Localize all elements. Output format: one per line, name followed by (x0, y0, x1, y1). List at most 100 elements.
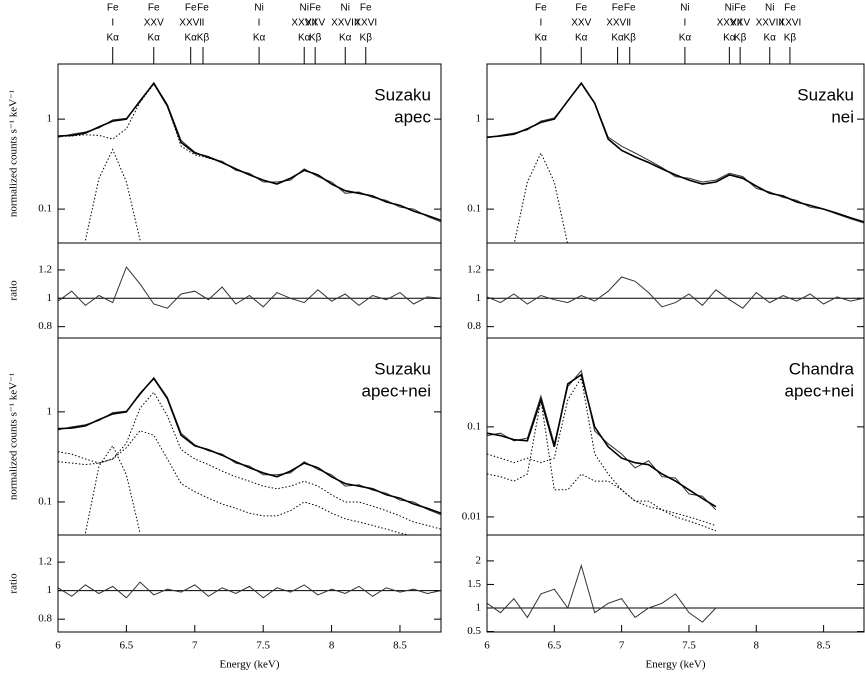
plot-area (487, 563, 864, 623)
spectrum-component (513, 151, 568, 243)
frame (486, 534, 865, 633)
y-tick-label: 0.5 (467, 625, 481, 637)
line-annotation: XXVI (354, 18, 377, 29)
x-tick-label: 7.5 (256, 640, 270, 652)
line-annotation: Kα (679, 33, 692, 44)
line-annotation: I (684, 18, 687, 29)
x-axis-label: Energy (keV) (220, 659, 280, 671)
y-tick-label: 1 (47, 113, 53, 125)
line-annotation: I (258, 18, 261, 29)
ratio-data (58, 266, 441, 309)
spectrum-model (487, 373, 717, 508)
panel-label: apec+nei (785, 381, 854, 400)
line-annotation: Fe (309, 3, 321, 14)
line-annotation: XXVII (291, 18, 317, 29)
plot-area (58, 376, 441, 535)
spectrum-component (487, 399, 717, 527)
plot-area (487, 81, 864, 243)
frame (57, 242, 442, 339)
line-annotation: Kβ (309, 33, 322, 44)
y-tick-label: 1.5 (467, 578, 481, 590)
spectrum-component (58, 83, 441, 221)
y-tick-label: 0.1 (467, 420, 481, 432)
line-annotation: Kβ (784, 33, 797, 44)
panel-label: Suzaku (374, 359, 431, 378)
y-axis-label: ratio (8, 280, 20, 301)
y-tick-label: 2 (476, 554, 482, 566)
line-annotation: XXV (144, 18, 164, 29)
line-annotation: XXVI (779, 18, 802, 29)
y-tick-label: 0.1 (467, 203, 481, 215)
panel-label: Suzaku (797, 85, 854, 104)
line-annotation: Kα (723, 33, 736, 44)
plot-area (58, 81, 441, 241)
y-tick-label: 1 (47, 292, 53, 304)
plot-area (487, 276, 864, 309)
line-annotation: XXVIII (756, 18, 784, 29)
line-annotation: Fe (535, 3, 547, 14)
y-tick-label: 1.2 (38, 263, 52, 275)
spectrum-component (487, 376, 717, 532)
line-annotation: Kα (575, 33, 588, 44)
line-annotation: Kα (611, 33, 624, 44)
y-tick-label: 1 (476, 602, 482, 614)
x-tick-label: 6 (484, 640, 490, 652)
plot-area (58, 266, 441, 309)
ratio-data (487, 563, 717, 623)
line-annotation: XXV (571, 18, 591, 29)
y-tick-label: 1 (47, 584, 53, 596)
line-annotation: Kβ (734, 33, 747, 44)
line-annotation: Kα (253, 33, 266, 44)
x-axis-label: Energy (keV) (646, 659, 706, 671)
spectrum-model (58, 377, 441, 514)
line-annotation: Kα (339, 33, 352, 44)
line-annotation: Ni (341, 3, 350, 14)
y-tick-label: 1.2 (467, 263, 481, 275)
line-annotation: XXVI (179, 18, 202, 29)
panel-label: nei (831, 107, 854, 126)
line-annotation: Fe (784, 3, 796, 14)
y-tick-label: 1.2 (38, 556, 52, 568)
x-tick-label: 6.5 (547, 640, 561, 652)
line-annotation: I (539, 18, 542, 29)
panel-label: Suzaku (374, 85, 431, 104)
spectrum-component (58, 391, 441, 530)
y-tick-label: 0.1 (38, 203, 52, 215)
panel-label: apec (394, 107, 431, 126)
line-annotation: Kα (764, 33, 777, 44)
line-annotation: Kα (298, 33, 311, 44)
line-annotation: Fe (575, 3, 587, 14)
plot-area (487, 369, 717, 532)
plot-area (58, 581, 441, 599)
line-annotation: Ni (765, 3, 774, 14)
x-tick-label: 7 (619, 640, 625, 652)
y-tick-label: 0.1 (38, 496, 52, 508)
y-tick-label: 1 (47, 405, 53, 417)
y-tick-label: 0.8 (38, 320, 52, 332)
y-axis-label: ratio (8, 573, 20, 594)
line-annotation: XXV (730, 18, 750, 29)
line-annotation: Fe (185, 3, 197, 14)
ratio-data (487, 276, 864, 309)
line-annotation: XXVII (717, 18, 743, 29)
line-annotation: Kα (148, 33, 161, 44)
line-annotation: Kα (106, 33, 119, 44)
y-axis-label: normalized counts s⁻¹ keV⁻¹ (8, 90, 20, 217)
line-annotation: Fe (612, 3, 624, 14)
x-tick-label: 8.5 (393, 640, 407, 652)
ratio-data (58, 581, 441, 599)
x-tick-label: 7.5 (682, 640, 696, 652)
x-tick-label: 8 (329, 640, 335, 652)
line-annotation: Fe (148, 3, 160, 14)
line-annotation: Kβ (197, 33, 210, 44)
frame (57, 534, 442, 633)
line-annotation: Kβ (360, 33, 373, 44)
spectrum-component (58, 430, 412, 535)
y-tick-label: 1 (476, 113, 482, 125)
line-annotation: Ni (725, 3, 734, 14)
y-tick-label: 0.8 (38, 613, 52, 625)
line-annotation: Ni (680, 3, 689, 14)
y-axis-label: normalized counts s⁻¹ keV⁻¹ (8, 373, 20, 500)
line-annotation: XXVI (606, 18, 629, 29)
